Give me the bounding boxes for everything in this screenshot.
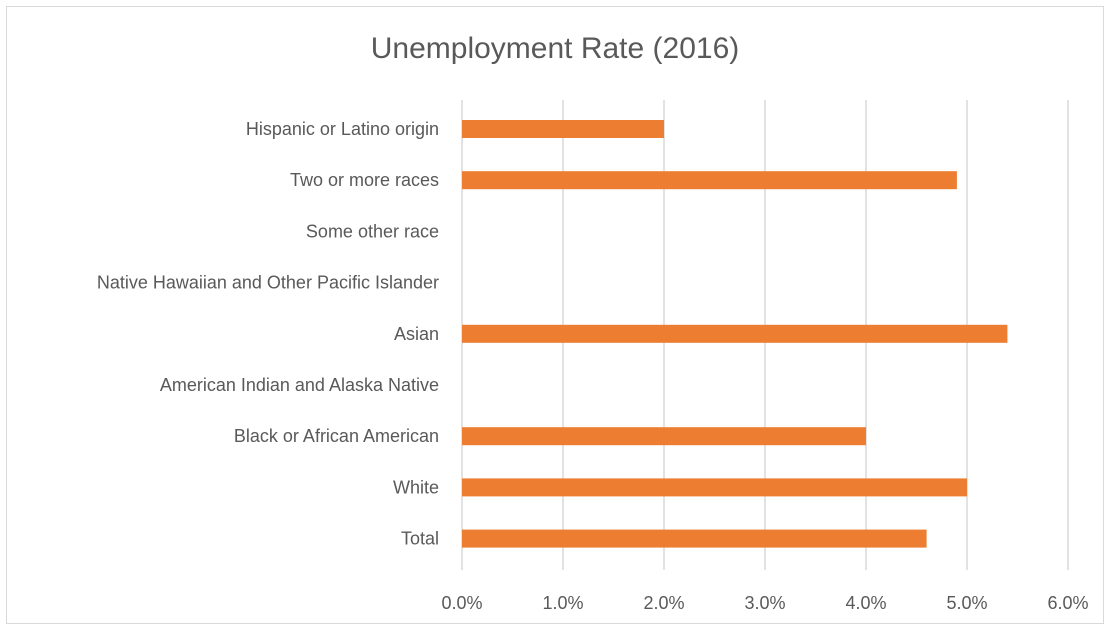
category-label: White bbox=[393, 477, 439, 497]
x-tick-label: 4.0% bbox=[845, 593, 886, 613]
x-axis-tick-labels: 0.0% 1.0% 2.0% 3.0% 4.0% 5.0% 6.0% bbox=[441, 593, 1088, 613]
bar bbox=[462, 120, 664, 138]
bar bbox=[462, 529, 927, 548]
category-label: Asian bbox=[394, 324, 439, 344]
bar bbox=[462, 427, 866, 446]
x-tick-label: 6.0% bbox=[1047, 593, 1088, 613]
category-labels: Hispanic or Latino origin Two or more rac… bbox=[97, 119, 439, 549]
x-tick-label: 5.0% bbox=[946, 593, 987, 613]
category-label: Two or more races bbox=[290, 170, 439, 190]
bars bbox=[462, 120, 1008, 548]
x-tick-label: 1.0% bbox=[542, 593, 583, 613]
bar bbox=[462, 324, 1008, 343]
category-label: Total bbox=[401, 529, 439, 549]
bar bbox=[462, 478, 967, 497]
x-tick-label: 2.0% bbox=[643, 593, 684, 613]
category-label: Native Hawaiian and Other Pacific Island… bbox=[97, 273, 439, 293]
category-label: Hispanic or Latino origin bbox=[246, 119, 439, 139]
bar bbox=[462, 171, 957, 190]
x-tick-label: 3.0% bbox=[744, 593, 785, 613]
x-tick-label: 0.0% bbox=[441, 593, 482, 613]
category-label: American Indian and Alaska Native bbox=[160, 375, 439, 395]
chart-frame bbox=[6, 6, 1104, 624]
category-label: Black or African American bbox=[234, 426, 439, 446]
category-label: Some other race bbox=[306, 221, 439, 241]
chart-title: Unemployment Rate (2016) bbox=[371, 32, 740, 65]
